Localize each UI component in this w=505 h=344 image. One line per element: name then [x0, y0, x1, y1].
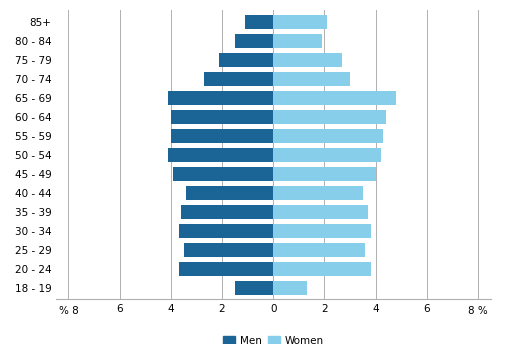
- Bar: [181, 205, 273, 219]
- Bar: [273, 281, 306, 295]
- Bar: [273, 205, 367, 219]
- Bar: [168, 148, 273, 162]
- Bar: [273, 148, 380, 162]
- Legend: Men, Women: Men, Women: [223, 336, 323, 344]
- Bar: [234, 34, 273, 47]
- Bar: [273, 34, 321, 47]
- Bar: [168, 91, 273, 105]
- Bar: [273, 15, 326, 29]
- Bar: [183, 243, 273, 257]
- Bar: [273, 243, 365, 257]
- Bar: [273, 167, 375, 181]
- Bar: [178, 262, 273, 276]
- Text: % 8: % 8: [59, 306, 78, 316]
- Bar: [273, 186, 362, 200]
- Bar: [273, 110, 385, 123]
- Bar: [273, 53, 342, 67]
- Bar: [273, 129, 383, 143]
- Bar: [173, 167, 273, 181]
- Bar: [244, 15, 273, 29]
- Bar: [186, 186, 273, 200]
- Bar: [171, 110, 273, 123]
- Bar: [178, 224, 273, 238]
- Bar: [273, 224, 370, 238]
- Bar: [234, 281, 273, 295]
- Bar: [171, 129, 273, 143]
- Bar: [219, 53, 273, 67]
- Bar: [273, 72, 349, 86]
- Text: 8 %: 8 %: [467, 306, 487, 316]
- Bar: [204, 72, 273, 86]
- Bar: [273, 262, 370, 276]
- Bar: [273, 91, 395, 105]
